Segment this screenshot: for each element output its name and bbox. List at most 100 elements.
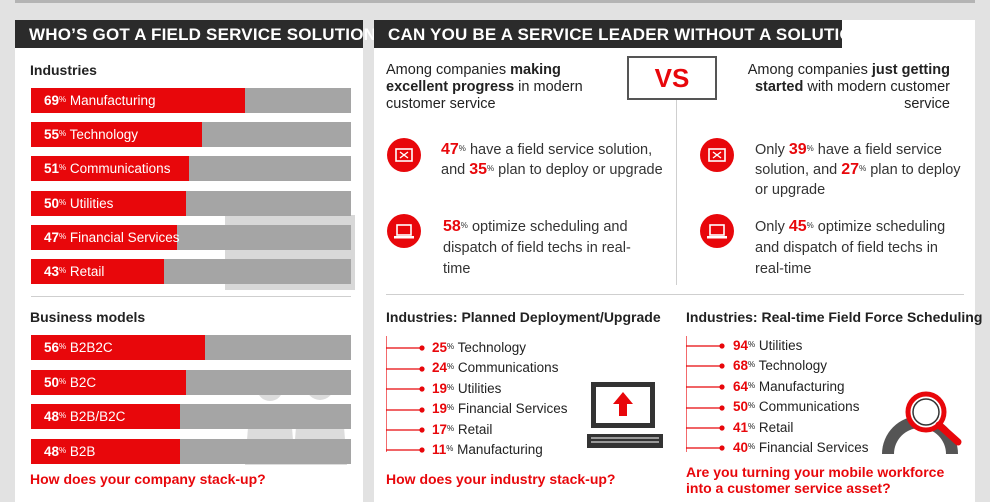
left-panel-title: WHO’S GOT A FIELD SERVICE SOLUTION? bbox=[15, 20, 387, 48]
industry-bar-communications: 51% Communications bbox=[31, 156, 351, 182]
planned-item: 25% Technology bbox=[432, 339, 526, 357]
percent-sign: % bbox=[447, 403, 455, 413]
business-bar-value: 50 bbox=[44, 374, 60, 390]
business-models-heading: Business models bbox=[30, 309, 146, 325]
planned-item: 19% Utilities bbox=[432, 380, 501, 398]
percent-sign: % bbox=[59, 231, 67, 241]
business-bar-name: B2B/B2C bbox=[66, 409, 126, 424]
realtime-item: 40% Financial Services bbox=[733, 439, 868, 457]
realtime-list: 94% Utilities 68% Technology 64% Manufactu… bbox=[733, 337, 883, 462]
realtime-item-name: Retail bbox=[755, 419, 794, 435]
realtime-item: 68% Technology bbox=[733, 357, 827, 375]
realtime-item-name: Financial Services bbox=[755, 440, 869, 455]
industry-bar-fill bbox=[31, 122, 202, 148]
industry-bar-value: 47 bbox=[44, 229, 60, 245]
business-bar-fill bbox=[31, 438, 180, 464]
industry-bar-fill bbox=[31, 88, 245, 113]
industry-bar-value: 69 bbox=[44, 93, 60, 108]
business-bar-label: 48% B2B bbox=[44, 439, 95, 464]
tablet-icon-right bbox=[700, 138, 734, 172]
left-stat-1: 47% have a field service solution, and 3… bbox=[441, 141, 663, 178]
percent-sign: % bbox=[748, 442, 756, 451]
planned-list: 25% Technology 24% Communications 19% Util… bbox=[432, 339, 582, 464]
planned-item-name: Manufacturing bbox=[453, 442, 543, 457]
percent-sign: % bbox=[447, 342, 455, 351]
industry-bar-value: 55 bbox=[44, 127, 60, 143]
industry-bar-label: 43% Retail bbox=[44, 259, 104, 284]
realtime-item-value: 68 bbox=[733, 358, 749, 374]
realtime-item: 64% Manufacturing bbox=[733, 378, 844, 396]
planned-item-name: Communications bbox=[454, 360, 559, 376]
industry-bar-fill bbox=[31, 224, 177, 250]
planned-item-name: Retail bbox=[454, 421, 493, 437]
realtime-item-name: Technology bbox=[755, 358, 827, 374]
left-stat-2: 58% optimize scheduling and dispatch of … bbox=[443, 218, 631, 277]
industries-heading: Industries bbox=[30, 62, 97, 78]
planned-item-name: Financial Services bbox=[454, 401, 568, 417]
percent-sign: % bbox=[59, 95, 67, 104]
industry-bar-label: 47% Financial Services bbox=[44, 225, 179, 250]
industry-bar-name: Utilities bbox=[66, 195, 114, 211]
percent-sign: % bbox=[59, 342, 67, 351]
left-divider bbox=[31, 296, 351, 297]
industry-bar-utilities: 50% Utilities bbox=[31, 190, 351, 216]
industry-bar-retail: 43% Retail bbox=[31, 259, 351, 284]
planned-item: 11% Manufacturing bbox=[432, 441, 543, 459]
industry-bar-financial-services: 47% Financial Services bbox=[31, 224, 351, 250]
business-bar-fill bbox=[31, 369, 186, 395]
planned-deployment-heading: Industries: Planned Deployment/Upgrade bbox=[386, 309, 661, 325]
mobile-workforce-question: Are you turning your mobile workforce in… bbox=[686, 464, 945, 496]
industry-stackup-question: How does your industry stack-up? bbox=[386, 471, 616, 487]
industry-bar-fill bbox=[31, 259, 165, 284]
realtime-item-name: Manufacturing bbox=[755, 378, 845, 394]
vs-badge: VS bbox=[627, 56, 717, 100]
realtime-item: 41% Retail bbox=[733, 419, 793, 437]
business-bar-value: 48 bbox=[44, 443, 60, 459]
planned-item-value: 19 bbox=[432, 380, 448, 396]
realtime-item-value: 41 bbox=[733, 419, 749, 435]
percent-sign: % bbox=[447, 423, 455, 433]
business-bar-b2b2c: 56% B2B2C bbox=[31, 335, 351, 360]
planned-item-name: Technology bbox=[454, 340, 526, 355]
industry-bar-label: 51% Communications bbox=[44, 156, 170, 181]
industry-bar-manufacturing: 69% Manufacturing bbox=[31, 88, 351, 113]
percent-sign: % bbox=[447, 382, 455, 392]
right-panel-title: CAN YOU BE A SERVICE LEADER WITHOUT A SO… bbox=[374, 20, 876, 48]
realtime-item-value: 50 bbox=[733, 399, 749, 415]
business-bar-name: B2B2C bbox=[66, 340, 113, 355]
percent-sign: % bbox=[748, 360, 756, 370]
percent-sign: % bbox=[59, 129, 67, 139]
industry-bar-name: Retail bbox=[66, 264, 105, 279]
business-bar-fill bbox=[31, 404, 180, 429]
percent-sign: % bbox=[59, 163, 67, 173]
industry-bar-value: 43 bbox=[44, 264, 60, 279]
business-bar-b2b-b2c: 48% B2B/B2C bbox=[31, 404, 351, 429]
business-bar-label: 48% B2B/B2C bbox=[44, 404, 125, 429]
right-panel bbox=[374, 20, 975, 502]
business-bar-label: 56% B2B2C bbox=[44, 335, 113, 360]
company-stackup-question: How does your company stack-up? bbox=[30, 471, 266, 487]
percent-sign: % bbox=[748, 421, 756, 431]
planned-item-value: 24 bbox=[432, 360, 448, 376]
percent-sign: % bbox=[59, 376, 67, 386]
business-bar-value: 56 bbox=[44, 340, 60, 355]
planned-item-name: Utilities bbox=[454, 380, 502, 396]
industry-bar-label: 55% Technology bbox=[44, 122, 138, 147]
laptop-icon-right bbox=[700, 214, 734, 248]
business-bar-name: B2B bbox=[66, 443, 96, 459]
planned-tree-lines bbox=[386, 336, 425, 453]
realtime-item-name: Utilities bbox=[755, 338, 803, 353]
percent-sign: % bbox=[748, 401, 756, 411]
computer-upload-icon bbox=[587, 382, 663, 448]
percent-sign: % bbox=[59, 411, 67, 420]
right-stat-1: Only 39% have a field service solution, … bbox=[755, 141, 961, 198]
laptop-icon bbox=[387, 214, 421, 248]
magnifier-gauge-icon bbox=[882, 391, 962, 454]
right-divider bbox=[386, 294, 964, 295]
planned-item-value: 25 bbox=[432, 340, 448, 355]
realtime-item-value: 40 bbox=[733, 440, 749, 455]
percent-sign: % bbox=[59, 197, 67, 207]
industry-bar-technology: 55% Technology bbox=[31, 122, 351, 148]
industry-bar-label: 50% Utilities bbox=[44, 191, 113, 216]
percent-sign: % bbox=[748, 380, 756, 390]
